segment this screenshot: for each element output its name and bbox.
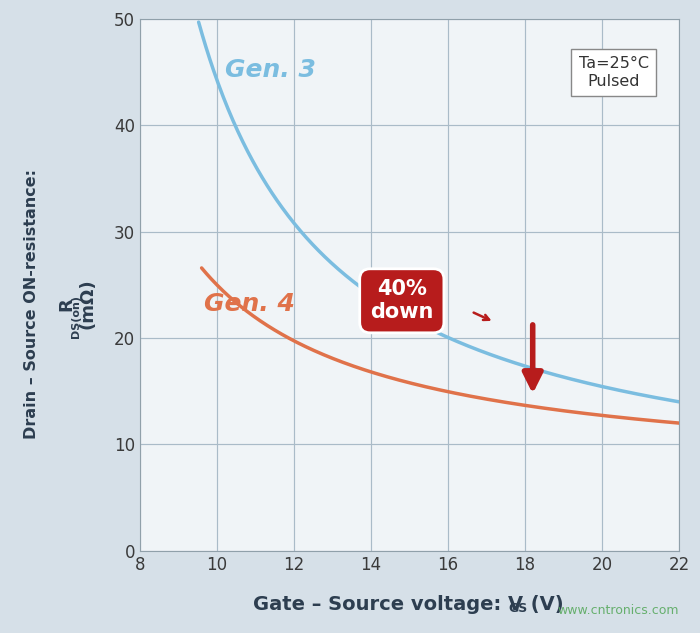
Text: Gen. 3: Gen. 3 [225, 58, 316, 82]
Text: www.cntronics.com: www.cntronics.com [557, 604, 679, 617]
Text: R: R [57, 297, 76, 311]
Text: (V): (V) [524, 595, 564, 614]
Text: 40%
down: 40% down [370, 279, 433, 322]
Text: Gen. 4: Gen. 4 [204, 292, 295, 316]
Text: Gate – Source voltage: V: Gate – Source voltage: V [253, 595, 524, 614]
Text: Ta=25°C
Pulsed: Ta=25°C Pulsed [579, 56, 649, 89]
Text: Drain – Source ON-resistance:: Drain – Source ON-resistance: [24, 169, 39, 439]
Text: DS(on): DS(on) [71, 295, 80, 338]
Text: (mΩ): (mΩ) [78, 279, 97, 329]
Text: GS: GS [508, 603, 528, 615]
